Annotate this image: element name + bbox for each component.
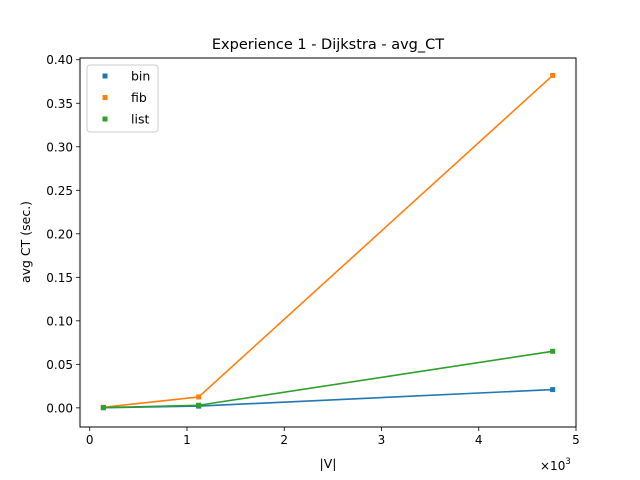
legend-marker-bin (102, 73, 108, 79)
series-line-list (103, 350, 553, 409)
y-tick-label: 0.25 (46, 184, 73, 198)
y-tick-label: 0.10 (46, 314, 73, 328)
x-axis-ticks: 0 1 2 3 4 5 (86, 427, 580, 447)
data-point-list (100, 405, 106, 411)
legend-label-bin: bin (131, 69, 150, 84)
series-line-bin (103, 388, 553, 409)
plot-markers (100, 72, 556, 411)
y-tick-label: 0.05 (46, 358, 73, 372)
data-point-fib (550, 72, 556, 78)
legend-label-list: list (131, 112, 149, 127)
y-tick-label: 0.35 (46, 97, 73, 111)
legend-marker-list (102, 116, 108, 122)
y-tick-label: 0.40 (46, 53, 73, 67)
data-point-list (196, 402, 202, 408)
y-axis-ticks: 0.00 0.05 0.10 0.15 0.20 0.25 0.30 0.35 0.40 (46, 53, 80, 415)
x-tick-label: 3 (378, 433, 386, 447)
legend: bin fib list (86, 64, 159, 133)
x-axis-multiplier-base: ×10 (540, 459, 565, 473)
y-tick-label: 0.00 (46, 401, 73, 415)
data-point-fib (196, 394, 202, 400)
series-line-fib (103, 74, 554, 409)
y-axis-label: avg CT (sec.) (18, 201, 33, 283)
legend-frame (86, 64, 159, 133)
legend-label-fib: fib (131, 90, 147, 105)
plot-lines (103, 74, 554, 409)
chart-title: Experience 1 - Dijkstra - avg_CT (212, 37, 444, 53)
x-tick-label: 5 (572, 433, 580, 447)
x-axis-label: |V| (320, 456, 337, 471)
y-tick-label: 0.30 (46, 140, 73, 154)
x-tick-label: 4 (475, 433, 483, 447)
x-tick-label: 0 (86, 433, 94, 447)
data-point-list (550, 348, 556, 354)
y-tick-label: 0.20 (46, 227, 73, 241)
data-point-bin (550, 387, 556, 393)
x-axis-multiplier: ×103 (540, 457, 571, 473)
x-axis-multiplier-exponent: 3 (565, 457, 570, 467)
y-tick-label: 0.15 (46, 271, 73, 285)
legend-marker-fib (102, 95, 108, 100)
plot-area-frame (79, 57, 577, 428)
x-tick-label: 2 (280, 433, 288, 447)
x-tick-label: 1 (183, 433, 191, 447)
